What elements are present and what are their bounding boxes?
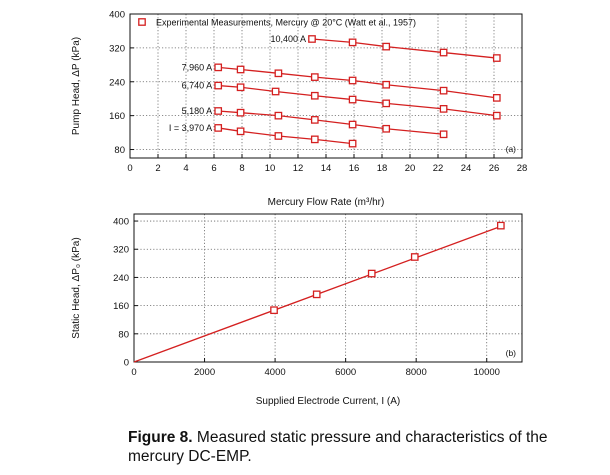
- panel-b-x-tick-label: 10000: [474, 367, 500, 378]
- panel-a-data-point: [236, 83, 245, 92]
- panel-a-data-point: [214, 107, 223, 115]
- panel-a-y-tick-label: 400: [109, 10, 125, 21]
- panel-a-data-point: [439, 48, 448, 57]
- panel-a-data-point: [348, 95, 357, 104]
- panel-a-series-label: 7,960 A: [182, 62, 213, 72]
- panel-a-data-point: [382, 124, 391, 133]
- panel-a-series-label: I = 3,970 A: [169, 123, 212, 133]
- panel-b-label: (b): [506, 348, 517, 358]
- panel-a-data-point: [214, 124, 223, 132]
- panel-a-series-line: [218, 66, 497, 99]
- panel-a-legend-marker: [138, 18, 146, 26]
- panel-a-y-tick-label: 240: [109, 77, 125, 88]
- panel-a-x-tick-label: 22: [433, 163, 444, 174]
- panel-b-y-tick-label: 0: [124, 358, 129, 369]
- panel-a-data-point: [274, 132, 283, 140]
- panel-a-data-point: [214, 81, 223, 90]
- panel-a-series-line: [218, 84, 497, 117]
- panel-a-x-tick-label: 16: [349, 163, 360, 174]
- panel-a-data-point: [310, 73, 319, 81]
- panel-b-x-axis-label: Supplied Electrode Current, I (A): [256, 396, 401, 407]
- panel-a-series-label: 10,400 A: [270, 34, 306, 44]
- panel-b-x-tick-label: 0: [131, 367, 136, 378]
- panel-b-y-tick-label: 80: [118, 329, 129, 340]
- panel-a-x-tick-label: 6: [211, 163, 216, 174]
- panel-b-frame: [133, 213, 523, 363]
- panel-a-data-point: [348, 120, 357, 129]
- panel-a-x-tick-label: 14: [321, 163, 332, 174]
- panel-a-data-point: [214, 63, 223, 72]
- panel-a-x-tick-label: 0: [127, 163, 132, 174]
- panel-a-x-tick-label: 2: [155, 163, 160, 174]
- panel-a-data-point: [274, 69, 283, 78]
- panel-a-data-point: [492, 54, 501, 62]
- panel-b-x-tick-label: 2000: [194, 367, 215, 378]
- panel-a-data-point: [271, 87, 280, 96]
- panel-a-data-point: [348, 76, 357, 85]
- panel-a-x-tick-label: 28: [517, 163, 528, 174]
- panel-a-data-point: [308, 35, 316, 43]
- panel-b-data-point: [270, 306, 278, 315]
- panel-b-x-tick-label: 6000: [335, 367, 356, 378]
- panel-a-data-point: [310, 116, 319, 124]
- panel-b-x-tick-label: 8000: [406, 367, 427, 378]
- caption-text: Measured static pressure and characteris…: [128, 429, 548, 465]
- panel-a-data-point: [492, 111, 501, 120]
- panel-a-data-point: [236, 65, 245, 74]
- panel-a-data-point: [274, 111, 283, 120]
- panel-a-x-tick-label: 10: [265, 163, 276, 174]
- panel-b-x-tick-label: 4000: [265, 367, 286, 378]
- panel-a-legend-text: Experimental Measurements, Mercury @ 20°…: [156, 18, 416, 28]
- caption-label: Figure 8.: [128, 429, 193, 446]
- panel-b-data-point: [496, 221, 505, 230]
- panel-a-data-point: [382, 42, 391, 51]
- panel-a-data-point: [439, 86, 448, 95]
- panel-a-data-point: [236, 127, 245, 136]
- panel-a-data-point: [382, 80, 391, 89]
- panel-a-series-label: 5,180 A: [182, 106, 213, 116]
- panel-a-x-tick-label: 18: [377, 163, 388, 174]
- panel-b-data-point: [312, 290, 321, 299]
- panel-a-data-point: [439, 130, 448, 139]
- panel-a-x-tick-label: 8: [239, 163, 244, 174]
- panel-a-data-point: [492, 94, 501, 102]
- panel-a-x-tick-label: 24: [461, 163, 472, 174]
- panel-a-data-point: [310, 91, 319, 100]
- panel-a-y-tick-label: 80: [114, 145, 125, 156]
- panel-b-y-tick-label: 400: [113, 217, 129, 228]
- panel-a-x-tick-label: 20: [405, 163, 416, 174]
- panel-a-data-point: [348, 38, 357, 47]
- panel-a-series-line: [311, 38, 497, 59]
- panel-b-y-tick-label: 320: [113, 245, 129, 256]
- panel-a-data-point: [382, 99, 391, 108]
- panel-a-data-point: [439, 105, 448, 113]
- panel-a-label: (a): [506, 144, 517, 154]
- figure-caption: Figure 8. Measured static pressure and c…: [128, 428, 598, 466]
- panel-b-y-axis-label: Static Head, ΔP₀ (kPa): [71, 237, 82, 338]
- panel-a-x-tick-label: 26: [489, 163, 500, 174]
- panel-b-y-tick-label: 240: [113, 273, 129, 284]
- panel-a-y-axis-label: Pump Head, ΔP (kPa): [71, 37, 82, 135]
- panel-a-data-point: [236, 108, 245, 117]
- panel-a-x-tick-label: 4: [183, 163, 188, 174]
- panel-b-y-tick-label: 160: [113, 301, 129, 312]
- panel-b-data-point: [410, 253, 419, 261]
- panel-b-data-point: [367, 269, 376, 278]
- panel-a-data-point: [310, 135, 319, 144]
- panel-a-x-tick-label: 12: [293, 163, 304, 174]
- panel-a-data-point: [348, 139, 357, 148]
- panel-a-y-tick-label: 160: [109, 111, 125, 122]
- panel-a-series-label: 6,740 A: [182, 81, 213, 91]
- panel-a-y-tick-label: 320: [109, 43, 125, 54]
- panel-a-series-line: [218, 110, 444, 135]
- panel-a-x-axis-label: Mercury Flow Rate (m³/hr): [268, 197, 385, 208]
